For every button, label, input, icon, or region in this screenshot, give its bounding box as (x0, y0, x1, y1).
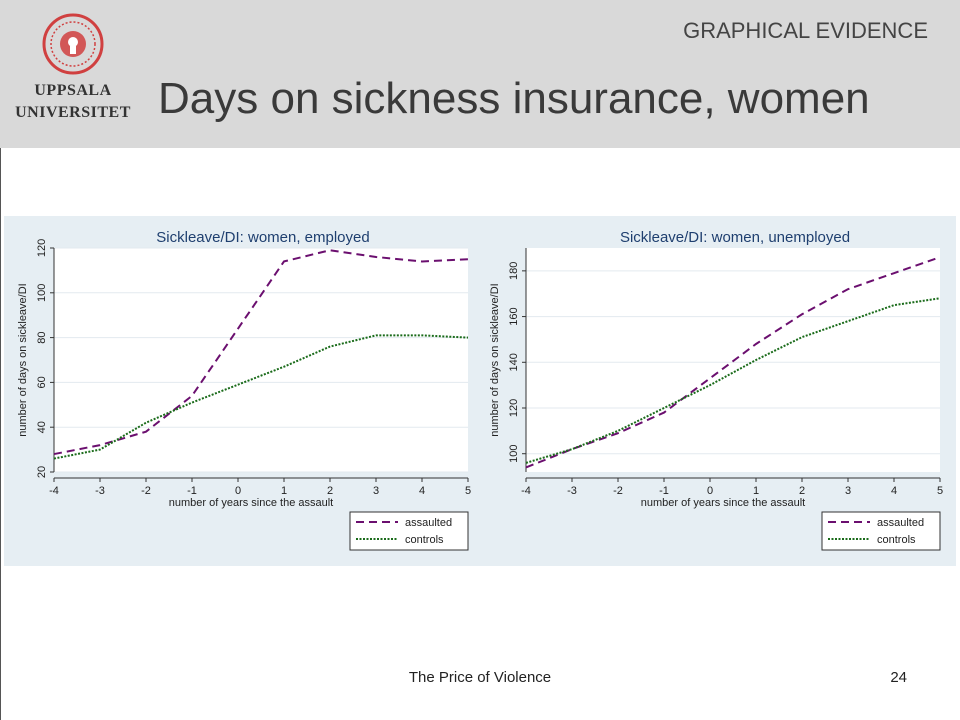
x-tick-label: -3 (95, 485, 105, 497)
x-tick-label: 2 (327, 485, 333, 497)
x-tick-label: 4 (419, 485, 425, 497)
chart-unemployed: Sickleave/DI: women, unemployed 100 120 140… (476, 216, 952, 566)
slide-border (0, 0, 1, 720)
x-tick-label: 0 (235, 485, 241, 497)
y-tick-label: 20 (36, 466, 48, 478)
chart-svg: Sickleave/DI: women, employed20406080100… (17, 229, 471, 551)
x-tick-label: -2 (613, 485, 623, 497)
y-tick-label: 40 (36, 421, 48, 433)
x-tick-label: 5 (937, 485, 943, 497)
chart-title: Sickleave/DI: women, employed (156, 229, 369, 246)
y-tick-label: 60 (36, 376, 48, 388)
legend-box (349, 511, 469, 551)
y-tick-label: 100 (508, 445, 520, 463)
logo-text-line1: UPPSALA (34, 82, 112, 99)
x-axis-label: number of years since the assault (169, 497, 333, 509)
y-tick-label: 120 (36, 239, 48, 257)
x-tick-label: -1 (659, 485, 669, 497)
x-tick-label: 1 (753, 485, 759, 497)
plot-area (54, 248, 468, 472)
x-tick-label: -2 (141, 485, 151, 497)
y-tick-label: 160 (508, 307, 520, 325)
y-tick-label: 80 (36, 331, 48, 343)
x-tick-label: -4 (521, 485, 531, 497)
logo-text-line2: UNIVERSITET (15, 104, 131, 121)
series-line-assaulted (53, 249, 469, 456)
chart-svg: Sickleave/DI: women, unemployed100120140… (489, 229, 943, 551)
x-tick-label: 3 (373, 485, 379, 497)
slide-title: Days on sickness insurance, women (158, 74, 870, 123)
x-tick-label: 0 (707, 485, 713, 497)
x-tick-label: 3 (845, 485, 851, 497)
legend-label-assaulted: assaulted (405, 517, 452, 529)
y-tick-label: 120 (508, 399, 520, 417)
legend-label-controls: controls (405, 534, 444, 546)
y-tick-label: 100 (36, 284, 48, 302)
series-line-assaulted (525, 256, 941, 469)
x-tick-label: 2 (799, 485, 805, 497)
y-axis-label: number of days on sickleave/DI (17, 283, 29, 436)
page-number: 24 (890, 669, 907, 686)
university-seal-icon (42, 13, 104, 75)
x-tick-label: -4 (49, 485, 59, 497)
y-tick-label: 180 (508, 262, 520, 280)
university-logo: UPPSALA UNIVERSITET (14, 12, 132, 132)
x-tick-label: 4 (891, 485, 897, 497)
x-tick-label: -3 (567, 485, 577, 497)
chart-title: Sickleave/DI: women, unemployed (620, 229, 850, 246)
x-tick-label: 1 (281, 485, 287, 497)
series-line-controls (53, 334, 469, 460)
chart-panel: Sickleave/DI: women, employed 20 40 60 80 100… (4, 216, 956, 566)
x-axis-label: number of years since the assault (641, 497, 805, 509)
x-tick-label: -1 (187, 485, 197, 497)
footer-text: The Price of Violence (408, 669, 552, 686)
legend-label-assaulted: assaulted (877, 517, 924, 529)
x-tick-label: 5 (465, 485, 471, 497)
y-axis-label: number of days on sickleave/DI (489, 283, 501, 436)
section-label: GRAPHICAL EVIDENCE (683, 18, 928, 43)
legend-label-controls: controls (877, 534, 916, 546)
chart-employed: Sickleave/DI: women, employed 20 40 60 80 100… (4, 216, 480, 566)
legend-box (821, 511, 941, 551)
slide-header: UPPSALA UNIVERSITET GRAPHICAL EVIDENCE D… (0, 0, 960, 148)
y-tick-label: 140 (508, 353, 520, 371)
